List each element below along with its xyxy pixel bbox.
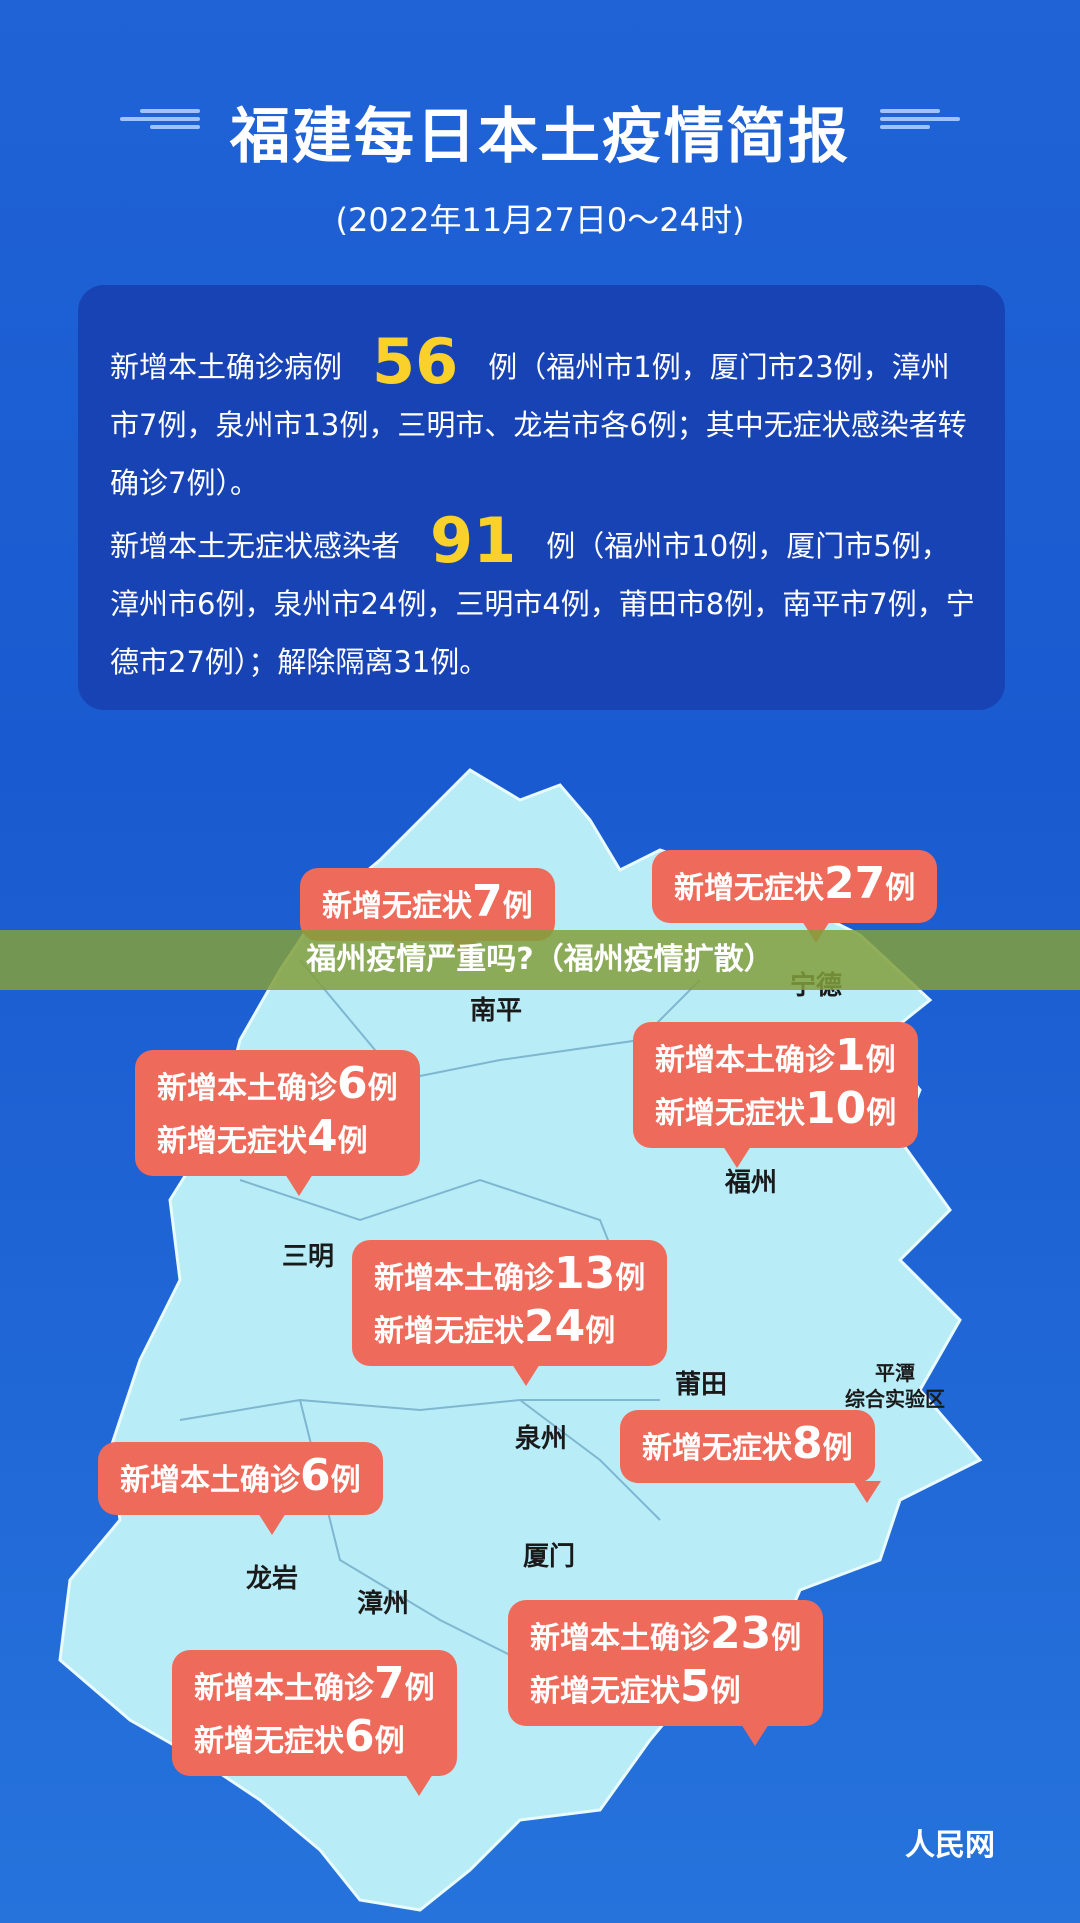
title-decoration-right <box>880 105 960 135</box>
bubble-count: 10 <box>805 1083 867 1134</box>
city-sanming: 三明 <box>282 1242 335 1272</box>
bubble-label: 新增无症状 <box>374 1314 524 1349</box>
bubble-unit: 例 <box>374 1724 405 1759</box>
bubble-count: 5 <box>680 1661 711 1712</box>
quanzhou-bubble: 新增本土确诊13例 新增无症状24例 <box>352 1240 668 1386</box>
bubble-label: 新增无症状 <box>157 1124 307 1159</box>
city-nanping: 南平 <box>470 996 523 1026</box>
bubble-count: 7 <box>472 876 503 927</box>
bubble-count: 6 <box>344 1711 375 1762</box>
bubble-label: 新增本土确诊 <box>120 1463 300 1498</box>
bubble-count: 27 <box>824 858 886 909</box>
asymptomatic-count: 91 <box>430 504 517 577</box>
bubble-label: 新增本土确诊 <box>530 1621 710 1656</box>
confirmed-detail: 例（福州市1例，厦门市23例，漳州市7例，泉州市13例，三明市、龙岩市各6例；其… <box>110 350 967 500</box>
bubble-label: 新增无症状 <box>655 1096 805 1131</box>
bubble-unit: 例 <box>330 1463 361 1498</box>
asymptomatic-label: 新增本土无症状感染者 <box>110 529 401 563</box>
bubble-label: 新增本土确诊 <box>157 1071 337 1106</box>
bubble-unit: 例 <box>585 1314 616 1349</box>
bubble-unit: 例 <box>337 1124 368 1159</box>
nanping-bubble: 新增无症状7例 <box>300 868 555 961</box>
bubble-count: 6 <box>300 1450 331 1501</box>
bubble-label: 新增无症状 <box>642 1431 792 1466</box>
bubble-label: 新增本土确诊 <box>374 1261 554 1296</box>
bubble-label: 新增无症状 <box>674 871 824 906</box>
people-daily-logo: 人民网 <box>905 1828 995 1863</box>
sanming-bubble: 新增本土确诊6例 新增无症状4例 <box>135 1050 420 1196</box>
bubble-label: 新增本土确诊 <box>655 1043 835 1078</box>
bubble-count: 13 <box>554 1248 616 1299</box>
city-putian: 莆田 <box>675 1370 728 1400</box>
ningde-bubble: 新增无症状27例 <box>652 850 938 943</box>
date-subtitle: (2022年11月27日0～24时) <box>335 201 745 239</box>
bubble-label: 新增本土确诊 <box>194 1671 374 1706</box>
city-xiamen: 厦门 <box>523 1542 576 1572</box>
putian-bubble: 新增无症状8例 <box>620 1410 881 1503</box>
overlay-title-banner: 福州疫情严重吗?（福州疫情扩散） <box>0 930 1080 990</box>
asymptomatic-detail: 例（福州市10例，厦门市5例，漳州市6例，泉州市24例，三明市4例，莆田市8例，… <box>110 529 975 679</box>
confirmed-label: 新增本土确诊病例 <box>110 350 343 384</box>
bubble-label: 新增无症状 <box>322 889 472 924</box>
bubble-count: 1 <box>835 1030 866 1081</box>
bubble-label: 新增无症状 <box>530 1674 680 1709</box>
bubble-count: 24 <box>524 1301 586 1352</box>
bubble-unit: 例 <box>771 1621 802 1656</box>
confirmed-count: 56 <box>372 325 459 398</box>
bubble-count: 6 <box>337 1058 368 1109</box>
fuzhou-bubble: 新增本土确诊1例 新增无症状10例 <box>633 1022 919 1168</box>
bubble-unit: 例 <box>615 1261 646 1296</box>
city-pingtan: 平潭 综合实验区 <box>845 1361 945 1411</box>
bubble-unit: 例 <box>865 1043 896 1078</box>
city-quanzhou: 泉州 <box>515 1424 568 1454</box>
bubble-count: 8 <box>792 1418 823 1469</box>
bubble-label: 新增无症状 <box>194 1724 344 1759</box>
bubble-unit: 例 <box>822 1431 853 1466</box>
bubble-count: 23 <box>710 1608 772 1659</box>
bubble-unit: 例 <box>404 1671 435 1706</box>
page-title: 福建每日本土疫情简报 <box>230 102 850 172</box>
city-fuzhou: 福州 <box>725 1168 778 1198</box>
city-longyan: 龙岩 <box>246 1564 299 1594</box>
summary-panel: 新增本土确诊病例 56 例（福州市1例，厦门市23例，漳州市7例，泉州市13例，三明… <box>78 285 1005 710</box>
bubble-unit: 例 <box>710 1674 741 1709</box>
bubble-unit: 例 <box>885 871 916 906</box>
xiamen-bubble: 新增本土确诊23例 新增无症状5例 <box>508 1600 824 1746</box>
zhangzhou-bubble: 新增本土确诊7例 新增无症状6例 <box>172 1650 457 1796</box>
bubble-unit: 例 <box>502 889 533 924</box>
bubble-unit: 例 <box>367 1071 398 1106</box>
bubble-count: 4 <box>307 1111 338 1162</box>
bubble-count: 7 <box>374 1658 405 1709</box>
title-decoration-left <box>120 105 200 135</box>
bubble-unit: 例 <box>866 1096 897 1131</box>
city-zhangzhou: 漳州 <box>357 1589 410 1619</box>
longyan-bubble: 新增本土确诊6例 <box>98 1442 383 1535</box>
